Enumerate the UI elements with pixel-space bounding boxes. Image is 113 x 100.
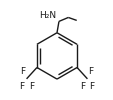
Text: F: F xyxy=(20,67,25,76)
Text: F: F xyxy=(19,82,24,91)
Text: F: F xyxy=(88,67,93,76)
Text: F: F xyxy=(79,82,84,91)
Text: F: F xyxy=(89,82,94,91)
Text: F: F xyxy=(29,82,34,91)
Text: H₂N: H₂N xyxy=(39,11,56,20)
